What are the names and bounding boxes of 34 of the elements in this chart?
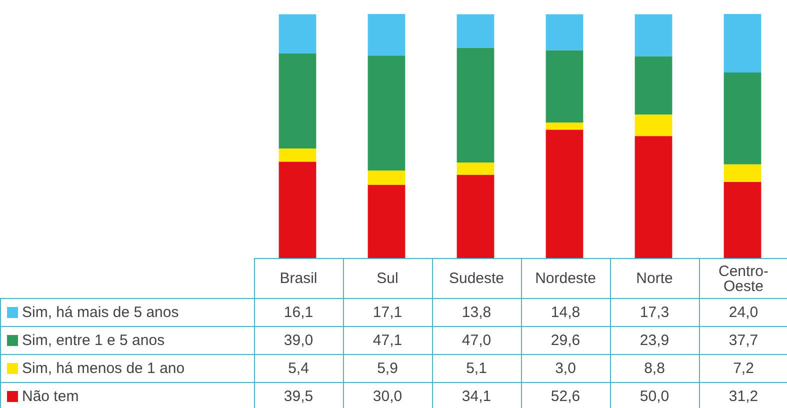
data-label: 14,8 — [521, 298, 610, 326]
data-label: 47,0 — [432, 326, 521, 354]
legend-label: Não tem — [22, 388, 79, 405]
data-label: 17,3 — [610, 298, 699, 326]
data-label: 39,0 — [254, 326, 343, 354]
data-label: 5,1 — [432, 354, 521, 382]
data-label: 23,9 — [610, 326, 699, 354]
data-label: 8,8 — [610, 354, 699, 382]
data-label: 3,0 — [521, 354, 610, 382]
data-label: 16,1 — [254, 298, 343, 326]
x-tick-label: Brasil — [254, 258, 343, 298]
x-tick-label: Centro-Oeste — [699, 258, 787, 298]
x-tick-label: Sul — [343, 258, 432, 298]
data-label: 5,9 — [343, 354, 432, 382]
data-label: 39,5 — [254, 382, 343, 408]
data-label: 5,4 — [254, 354, 343, 382]
data-label: 50,0 — [610, 382, 699, 408]
data-label: 30,0 — [343, 382, 432, 408]
data-label: 34,1 — [432, 382, 521, 408]
data-label: 7,2 — [699, 354, 787, 382]
legend-label: Sim, há menos de 1 ano — [22, 360, 185, 377]
legend-label: Sim, entre 1 e 5 anos — [22, 332, 165, 349]
data-label: 17,1 — [343, 298, 432, 326]
data-label: 31,2 — [699, 382, 787, 408]
x-tick-label: Norte — [610, 258, 699, 298]
x-tick-label: Sudeste — [432, 258, 521, 298]
data-label: 29,6 — [521, 326, 610, 354]
legend-label: Sim, há mais de 5 anos — [22, 304, 179, 321]
data-label: 47,1 — [343, 326, 432, 354]
data-label: 52,6 — [521, 382, 610, 408]
x-tick-label: Nordeste — [521, 258, 610, 298]
data-label: 13,8 — [432, 298, 521, 326]
data-label: 24,0 — [699, 298, 787, 326]
data-label: 37,7 — [699, 326, 787, 354]
